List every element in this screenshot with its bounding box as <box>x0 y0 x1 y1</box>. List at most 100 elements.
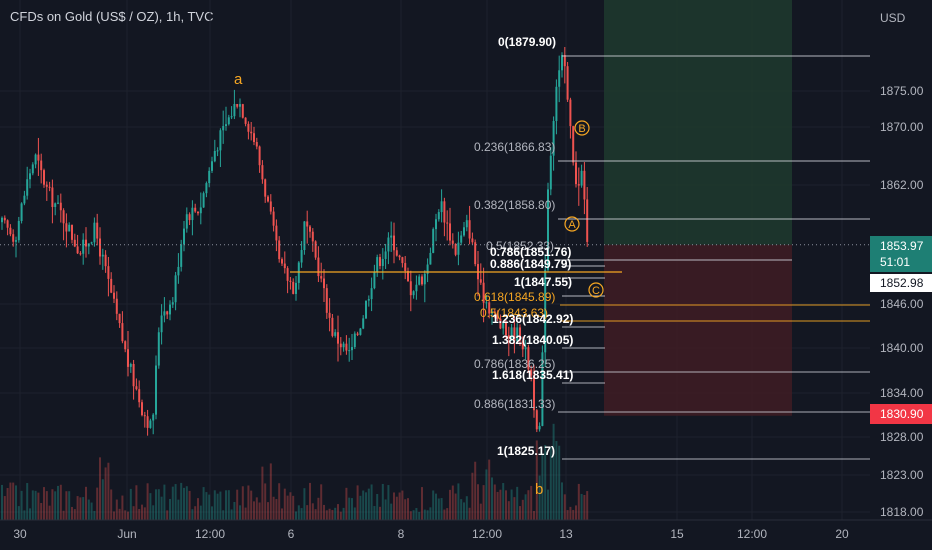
volume-bar <box>261 466 264 520</box>
volume-bar <box>482 485 485 520</box>
volume-bar <box>524 494 527 520</box>
volume-bar <box>68 491 71 520</box>
price-tick-label: 1870.00 <box>880 120 924 134</box>
candle-body <box>227 117 230 125</box>
candle-body <box>463 227 465 236</box>
candle-body <box>547 189 549 270</box>
candle-body <box>37 154 40 161</box>
candle-body <box>65 223 68 232</box>
volume-bar <box>247 485 250 520</box>
volume-bar <box>309 482 311 520</box>
volume-bar <box>26 483 29 520</box>
candle-body <box>381 258 384 266</box>
volume-bar <box>527 490 530 520</box>
candle-body <box>365 300 367 319</box>
volume-bar <box>289 492 292 520</box>
volume-bar <box>320 484 323 520</box>
volume-bar <box>384 499 387 520</box>
candle-body <box>499 318 502 329</box>
candle-body <box>351 347 353 351</box>
volume-bar <box>211 506 213 520</box>
volume-bar <box>43 487 45 520</box>
candle-body <box>146 416 149 428</box>
volume-bar <box>233 501 236 520</box>
volume-bar <box>62 510 65 520</box>
volume-bar <box>437 498 440 520</box>
candle-body <box>370 288 373 300</box>
candle-body <box>197 211 199 214</box>
volume-bar <box>530 485 533 520</box>
volume-bar <box>544 445 547 520</box>
candle-body <box>390 235 393 238</box>
volume-bar <box>395 496 398 520</box>
volume-bar <box>230 509 233 520</box>
candle-body <box>586 199 589 242</box>
volume-bar <box>191 509 194 520</box>
candle-body <box>345 343 348 351</box>
candle-body <box>426 264 429 274</box>
candle-body <box>566 66 569 100</box>
candle-body <box>272 211 275 226</box>
volume-bar <box>342 507 345 520</box>
volume-bar <box>541 453 544 520</box>
price-tick-label: 1823.00 <box>880 468 924 482</box>
fib-lower-label: 1(1825.17) <box>497 444 555 458</box>
volume-bar <box>328 508 331 520</box>
volume-bar <box>373 506 376 520</box>
candle-body <box>533 375 535 411</box>
candle-body <box>395 250 398 256</box>
time-tick-label: 6 <box>288 527 295 541</box>
candle-body <box>577 184 580 186</box>
candle-body <box>208 170 211 184</box>
volume-bar <box>407 498 409 520</box>
volume-bar <box>227 490 230 520</box>
candle-body <box>493 311 496 313</box>
volume-bar <box>188 490 191 520</box>
volume-bar <box>253 501 255 520</box>
time-tick-label: 8 <box>398 527 405 541</box>
candle-body <box>278 240 281 260</box>
candle-body <box>468 220 471 239</box>
volume-bar <box>250 490 253 520</box>
volume-bar <box>577 483 580 520</box>
candle-body <box>82 239 85 254</box>
volume-bar <box>510 489 513 520</box>
volume-bar <box>127 511 129 520</box>
candle-body <box>90 242 93 244</box>
volume-bar <box>65 491 68 520</box>
candle-body <box>15 240 17 242</box>
volume-bar <box>29 508 31 520</box>
volume-bar <box>152 505 155 520</box>
volume-bar <box>552 423 555 520</box>
candle-body <box>124 341 127 350</box>
volume-bar <box>149 493 152 520</box>
volume-bar <box>113 511 115 520</box>
candle-body <box>213 150 216 162</box>
candle-body <box>474 242 477 265</box>
fib-label: 0.5(1852.33) <box>486 239 554 253</box>
volume-bar <box>549 447 552 520</box>
candle-body <box>113 292 115 299</box>
candle-body <box>225 124 227 127</box>
volume-bar <box>370 484 373 520</box>
last-price-tag <box>870 236 932 272</box>
candle-body <box>40 160 43 171</box>
volume-bar <box>180 482 183 520</box>
time-axis-bg <box>0 520 870 550</box>
last-price-text: 1853.97 <box>880 239 924 253</box>
volume-bar <box>493 484 496 520</box>
volume-bar <box>146 483 149 520</box>
candle-body <box>575 162 577 185</box>
candle-body <box>45 184 48 187</box>
volume-bar <box>101 479 104 520</box>
price-tick-label: 1862.00 <box>880 178 924 192</box>
candle-body <box>563 55 566 67</box>
volume-bar <box>435 493 437 520</box>
candle-body <box>407 271 409 282</box>
candle-body <box>409 281 412 296</box>
candle-body <box>255 142 258 147</box>
volume-bar <box>499 489 502 520</box>
candle-body <box>141 402 143 416</box>
candle-body <box>339 343 342 348</box>
